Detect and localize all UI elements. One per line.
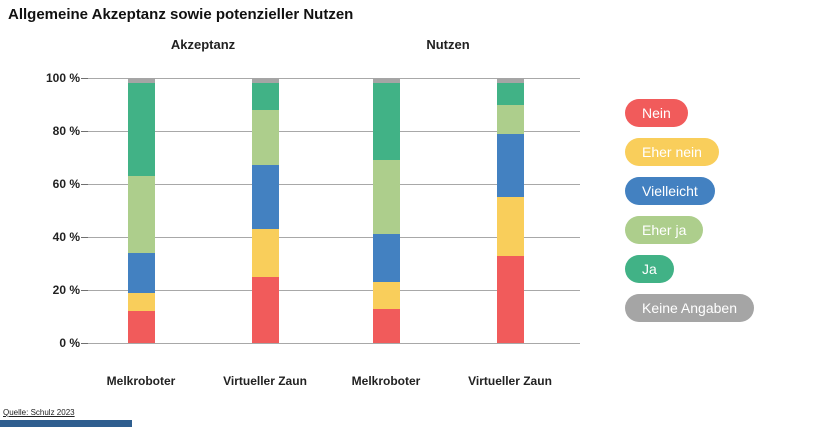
group-header-akzeptanz: Akzeptanz xyxy=(170,37,236,52)
y-tick-40: 40 % xyxy=(52,230,80,244)
x-label-nutzen-virtueller-zaun: Virtueller Zaun xyxy=(468,374,552,388)
bar-segment-nein xyxy=(251,276,279,343)
bar-segment-vielleicht xyxy=(496,133,524,198)
y-tick-60: 60 % xyxy=(52,177,80,191)
bar-segment-keine-angaben xyxy=(251,78,279,84)
source-link[interactable]: Quelle: Schulz 2023 xyxy=(3,408,75,417)
bar-segment-keine-angaben xyxy=(496,78,524,84)
bar-segment-eher-ja xyxy=(372,160,400,235)
footer-bar xyxy=(0,420,132,427)
bar-segment-ja xyxy=(496,83,524,105)
x-label-akzeptanz-melkroboter: Melkroboter xyxy=(106,374,176,388)
group-header-nutzen: Nutzen xyxy=(426,37,470,52)
bar-segment-eher-ja xyxy=(251,109,279,166)
plot-area: 100 % 80 % 60 % 40 % 20 % 0 % xyxy=(46,71,580,350)
legend-pill-eher-nein[interactable]: Eher nein xyxy=(625,138,719,166)
bar-segment-ja xyxy=(372,83,400,161)
stacked-bar-nutzen-melkroboter xyxy=(372,78,400,343)
bar-segment-eher-nein xyxy=(372,282,400,309)
bar-segment-keine-angaben xyxy=(372,78,400,84)
gridline xyxy=(81,78,580,79)
stacked-bar-nutzen-virtueller-zaun xyxy=(496,78,524,343)
bar-segment-keine-angaben xyxy=(127,78,155,84)
bar-segment-vielleicht xyxy=(127,252,155,293)
bar-segment-eher-ja xyxy=(496,104,524,134)
bar-segment-vielleicht xyxy=(251,165,279,230)
legend: Nein Eher nein Vielleicht Eher ja Ja Keine An… xyxy=(625,99,754,333)
gridline xyxy=(81,290,580,291)
bar-segment-eher-nein xyxy=(251,229,279,277)
bar-segment-nein xyxy=(127,311,155,343)
bar-segment-eher-ja xyxy=(127,176,155,253)
legend-pill-nein[interactable]: Nein xyxy=(625,99,688,127)
stacked-bar-akzeptanz-virtueller-zaun xyxy=(251,78,279,343)
bar-segment-nein xyxy=(372,308,400,343)
gridline xyxy=(81,131,580,132)
legend-pill-vielleicht[interactable]: Vielleicht xyxy=(625,177,715,205)
legend-pill-keine-angaben[interactable]: Keine Angaben xyxy=(625,294,754,322)
chart-title: Allgemeine Akzeptanz sowie potenzieller … xyxy=(8,6,354,23)
bar-segment-nein xyxy=(496,255,524,343)
bar-segment-vielleicht xyxy=(372,234,400,283)
legend-pill-eher-ja[interactable]: Eher ja xyxy=(625,216,704,244)
bar-segment-eher-nein xyxy=(127,292,155,312)
x-label-akzeptanz-virtueller-zaun: Virtueller Zaun xyxy=(223,374,307,388)
gridline xyxy=(81,184,580,185)
y-tick-100: 100 % xyxy=(45,71,80,85)
y-tick-80: 80 % xyxy=(52,124,80,138)
bar-segment-ja xyxy=(127,83,155,177)
bar-segment-eher-nein xyxy=(496,197,524,256)
y-tick-0: 0 % xyxy=(59,336,80,350)
legend-pill-ja[interactable]: Ja xyxy=(625,255,674,283)
stacked-bar-akzeptanz-melkroboter xyxy=(127,78,155,343)
x-label-nutzen-melkroboter: Melkroboter xyxy=(351,374,421,388)
gridline xyxy=(81,237,580,238)
gridline xyxy=(81,343,580,344)
bar-segment-ja xyxy=(251,83,279,110)
y-tick-20: 20 % xyxy=(52,283,80,297)
